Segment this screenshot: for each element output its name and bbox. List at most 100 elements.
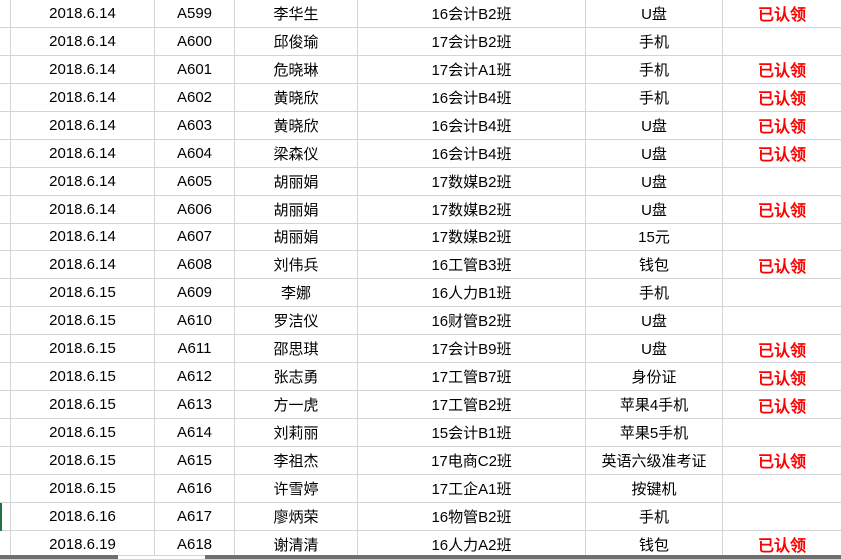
name-cell[interactable]: 李娜 xyxy=(235,279,358,308)
item-cell[interactable]: 手机 xyxy=(586,502,723,531)
class-cell[interactable]: 16人力B1班 xyxy=(358,279,586,308)
date-cell[interactable]: 2018.6.14 xyxy=(11,167,155,196)
name-cell[interactable]: 张志勇 xyxy=(235,363,358,392)
date-cell[interactable]: 2018.6.16 xyxy=(11,502,155,531)
status-cell[interactable] xyxy=(723,307,841,336)
date-cell[interactable]: 2018.6.14 xyxy=(11,195,155,224)
name-cell[interactable]: 黄晓欣 xyxy=(235,111,358,140)
id-cell[interactable]: A604 xyxy=(155,139,235,168)
row-stub-cell[interactable] xyxy=(0,195,11,224)
date-cell[interactable]: 2018.6.15 xyxy=(11,419,155,447)
item-cell[interactable]: 手机 xyxy=(586,279,723,308)
class-cell[interactable]: 16会计B2班 xyxy=(358,0,586,28)
status-cell[interactable]: 已认领 xyxy=(723,251,841,280)
class-cell[interactable]: 17会计B9班 xyxy=(358,335,586,364)
name-cell[interactable]: 梁森仪 xyxy=(235,139,358,168)
status-cell[interactable]: 已认领 xyxy=(723,391,841,420)
date-cell[interactable]: 2018.6.14 xyxy=(11,83,155,112)
row-stub-cell[interactable] xyxy=(0,474,11,503)
item-cell[interactable]: U盘 xyxy=(586,139,723,168)
id-cell[interactable]: A608 xyxy=(155,251,235,280)
item-cell[interactable]: 手机 xyxy=(586,27,723,56)
name-cell[interactable]: 李华生 xyxy=(235,0,358,28)
status-cell[interactable]: 已认领 xyxy=(723,447,841,475)
status-cell[interactable] xyxy=(723,503,841,531)
status-cell[interactable]: 已认领 xyxy=(723,140,841,168)
status-cell[interactable]: 已认领 xyxy=(723,56,841,84)
date-cell[interactable]: 2018.6.14 xyxy=(11,223,155,252)
name-cell[interactable]: 廖炳荣 xyxy=(235,502,358,531)
status-cell[interactable]: 已认领 xyxy=(723,363,841,392)
item-cell[interactable]: U盘 xyxy=(586,335,723,364)
class-cell[interactable]: 17数媒B2班 xyxy=(358,223,586,252)
class-cell[interactable]: 17会计A1班 xyxy=(358,55,586,84)
id-cell[interactable]: A617 xyxy=(155,502,235,531)
status-cell[interactable]: 已认领 xyxy=(723,196,841,224)
name-cell[interactable]: 许雪婷 xyxy=(235,474,358,503)
row-stub-cell[interactable] xyxy=(0,111,11,140)
class-cell[interactable]: 15会计B1班 xyxy=(358,419,586,447)
item-cell[interactable]: 手机 xyxy=(586,83,723,112)
name-cell[interactable]: 胡丽娟 xyxy=(235,167,358,196)
status-cell[interactable] xyxy=(723,168,841,196)
status-cell[interactable] xyxy=(723,28,841,56)
id-cell[interactable]: A609 xyxy=(155,279,235,308)
id-cell[interactable]: A606 xyxy=(155,195,235,224)
class-cell[interactable]: 16会计B4班 xyxy=(358,83,586,112)
row-stub-cell[interactable] xyxy=(0,502,11,531)
class-cell[interactable]: 16物管B2班 xyxy=(358,502,586,531)
item-cell[interactable]: U盘 xyxy=(586,0,723,28)
name-cell[interactable]: 刘莉丽 xyxy=(235,419,358,447)
id-cell[interactable]: A601 xyxy=(155,55,235,84)
id-cell[interactable]: A602 xyxy=(155,83,235,112)
name-cell[interactable]: 罗洁仪 xyxy=(235,307,358,336)
id-cell[interactable]: A605 xyxy=(155,167,235,196)
row-stub-cell[interactable] xyxy=(0,27,11,56)
status-cell[interactable]: 已认领 xyxy=(723,0,841,28)
row-stub-cell[interactable] xyxy=(0,55,11,84)
date-cell[interactable]: 2018.6.14 xyxy=(11,0,155,28)
name-cell[interactable]: 邵思琪 xyxy=(235,335,358,364)
class-cell[interactable]: 17数媒B2班 xyxy=(358,195,586,224)
name-cell[interactable]: 黄晓欣 xyxy=(235,83,358,112)
class-cell[interactable]: 17工企A1班 xyxy=(358,474,586,503)
class-cell[interactable]: 17电商C2班 xyxy=(358,447,586,475)
status-cell[interactable] xyxy=(723,279,841,308)
item-cell[interactable]: 钱包 xyxy=(586,251,723,280)
item-cell[interactable]: 苹果4手机 xyxy=(586,391,723,420)
class-cell[interactable]: 17会计B2班 xyxy=(358,27,586,56)
item-cell[interactable]: U盘 xyxy=(586,307,723,336)
id-cell[interactable]: A599 xyxy=(155,0,235,28)
class-cell[interactable]: 17工管B7班 xyxy=(358,363,586,392)
class-cell[interactable]: 16工管B3班 xyxy=(358,251,586,280)
name-cell[interactable]: 李祖杰 xyxy=(235,447,358,475)
row-stub-cell[interactable] xyxy=(0,83,11,112)
id-cell[interactable]: A610 xyxy=(155,307,235,336)
item-cell[interactable]: U盘 xyxy=(586,167,723,196)
item-cell[interactable]: 英语六级准考证 xyxy=(586,447,723,475)
row-stub-cell[interactable] xyxy=(0,223,11,252)
item-cell[interactable]: 手机 xyxy=(586,55,723,84)
row-stub-cell[interactable] xyxy=(0,0,11,28)
class-cell[interactable]: 16财管B2班 xyxy=(358,307,586,336)
id-cell[interactable]: A614 xyxy=(155,419,235,447)
date-cell[interactable]: 2018.6.15 xyxy=(11,447,155,475)
id-cell[interactable]: A600 xyxy=(155,27,235,56)
class-cell[interactable]: 17数媒B2班 xyxy=(358,167,586,196)
row-stub-cell[interactable] xyxy=(0,335,11,364)
date-cell[interactable]: 2018.6.14 xyxy=(11,55,155,84)
date-cell[interactable]: 2018.6.14 xyxy=(11,139,155,168)
id-cell[interactable]: A616 xyxy=(155,474,235,503)
name-cell[interactable]: 邱俊瑜 xyxy=(235,27,358,56)
row-stub-cell[interactable] xyxy=(0,279,11,308)
item-cell[interactable]: U盘 xyxy=(586,195,723,224)
id-cell[interactable]: A603 xyxy=(155,111,235,140)
date-cell[interactable]: 2018.6.15 xyxy=(11,391,155,420)
date-cell[interactable]: 2018.6.15 xyxy=(11,363,155,392)
status-cell[interactable]: 已认领 xyxy=(723,112,841,140)
row-stub-cell[interactable] xyxy=(0,419,11,447)
class-cell[interactable]: 17工管B2班 xyxy=(358,391,586,420)
id-cell[interactable]: A615 xyxy=(155,447,235,475)
status-cell[interactable] xyxy=(723,475,841,503)
name-cell[interactable]: 胡丽娟 xyxy=(235,223,358,252)
